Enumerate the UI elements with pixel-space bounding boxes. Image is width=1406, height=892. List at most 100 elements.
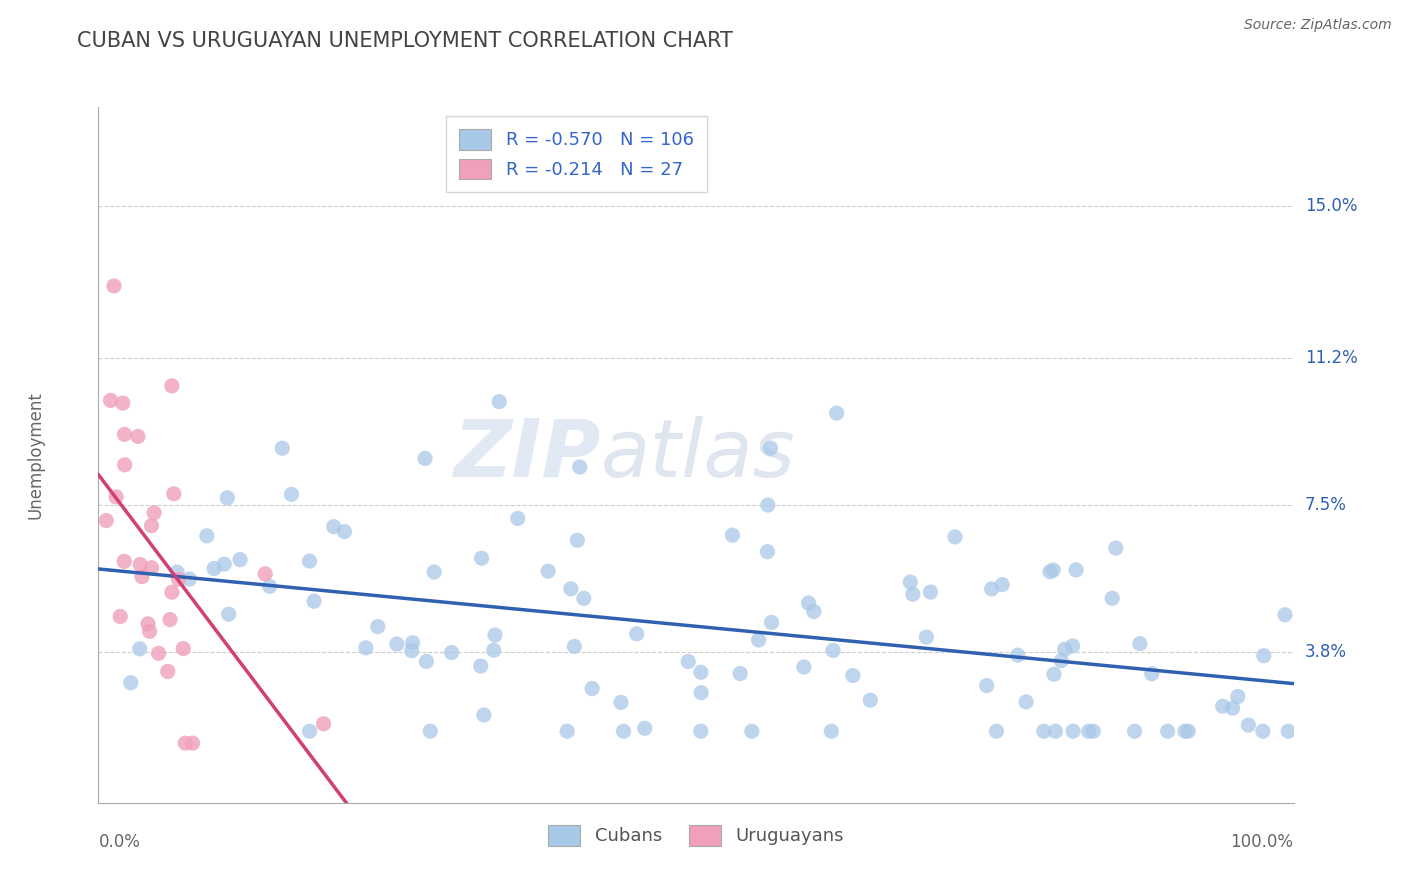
Point bbox=[100, 393, 122, 408]
Point bbox=[160, 585, 183, 599]
Point bbox=[166, 565, 188, 579]
Point bbox=[127, 429, 149, 443]
Point bbox=[1032, 724, 1054, 739]
Point bbox=[1129, 637, 1152, 651]
Point bbox=[842, 668, 865, 682]
Point bbox=[254, 566, 277, 581]
Point bbox=[821, 643, 844, 657]
Point bbox=[564, 640, 586, 654]
Point bbox=[322, 519, 344, 533]
Point bbox=[96, 514, 118, 528]
Point bbox=[103, 279, 125, 293]
Point bbox=[728, 666, 751, 681]
Point bbox=[470, 659, 492, 673]
Point bbox=[759, 441, 782, 455]
Point bbox=[367, 620, 389, 634]
Text: 15.0%: 15.0% bbox=[1305, 197, 1357, 216]
Point bbox=[560, 582, 582, 596]
Point bbox=[1253, 648, 1275, 663]
Point bbox=[1123, 724, 1146, 739]
Point bbox=[111, 396, 134, 410]
Point bbox=[141, 518, 163, 533]
Point bbox=[401, 635, 423, 649]
Text: 0.0%: 0.0% bbox=[98, 833, 141, 851]
Point bbox=[415, 655, 437, 669]
Point bbox=[1053, 642, 1076, 657]
Point bbox=[484, 628, 506, 642]
Point bbox=[797, 596, 820, 610]
Point bbox=[488, 394, 510, 409]
Point bbox=[195, 529, 218, 543]
Point bbox=[572, 591, 595, 606]
Point bbox=[1212, 699, 1234, 714]
Point bbox=[181, 736, 204, 750]
Point bbox=[440, 646, 463, 660]
Point bbox=[689, 724, 711, 739]
Point bbox=[1226, 690, 1249, 704]
Point bbox=[114, 427, 136, 442]
Point bbox=[112, 554, 135, 568]
Point bbox=[259, 579, 281, 593]
Point bbox=[943, 530, 966, 544]
Point bbox=[141, 561, 163, 575]
Point bbox=[581, 681, 603, 696]
Point bbox=[280, 487, 302, 501]
Point bbox=[1043, 667, 1066, 681]
Point bbox=[129, 558, 152, 572]
Point bbox=[159, 613, 181, 627]
Point bbox=[803, 605, 825, 619]
Text: 100.0%: 100.0% bbox=[1230, 833, 1294, 851]
Point bbox=[1222, 701, 1244, 715]
Point bbox=[482, 643, 505, 657]
Point bbox=[748, 632, 770, 647]
Point bbox=[114, 458, 136, 472]
Point bbox=[1140, 666, 1163, 681]
Point bbox=[1015, 695, 1038, 709]
Point bbox=[229, 552, 252, 566]
Point bbox=[354, 640, 377, 655]
Point bbox=[1039, 565, 1062, 579]
Text: 7.5%: 7.5% bbox=[1305, 496, 1347, 514]
Point bbox=[825, 406, 848, 420]
Point bbox=[472, 708, 495, 723]
Point bbox=[419, 724, 441, 739]
Point bbox=[568, 460, 591, 475]
Point bbox=[110, 609, 132, 624]
Point bbox=[756, 498, 779, 512]
Point bbox=[1177, 724, 1199, 739]
Point bbox=[920, 585, 942, 599]
Point bbox=[506, 511, 529, 525]
Point bbox=[298, 724, 321, 739]
Point bbox=[976, 679, 998, 693]
Point bbox=[401, 644, 423, 658]
Point bbox=[143, 506, 166, 520]
Point bbox=[1251, 724, 1274, 739]
Text: Source: ZipAtlas.com: Source: ZipAtlas.com bbox=[1244, 18, 1392, 32]
Text: atlas: atlas bbox=[600, 416, 796, 494]
Point bbox=[898, 575, 921, 590]
Point bbox=[212, 557, 235, 571]
Point bbox=[312, 716, 335, 731]
Point bbox=[676, 655, 699, 669]
Point bbox=[1064, 563, 1087, 577]
Point bbox=[385, 637, 408, 651]
Point bbox=[859, 693, 882, 707]
Point bbox=[1083, 724, 1105, 739]
Text: 11.2%: 11.2% bbox=[1305, 349, 1357, 367]
Point bbox=[1101, 591, 1123, 606]
Point bbox=[1077, 724, 1099, 739]
Text: 3.8%: 3.8% bbox=[1305, 643, 1347, 661]
Point bbox=[537, 564, 560, 578]
Point bbox=[156, 665, 179, 679]
Point bbox=[217, 491, 239, 505]
Point bbox=[1062, 639, 1084, 653]
Point bbox=[218, 607, 240, 622]
Point bbox=[302, 594, 325, 608]
Point bbox=[167, 572, 190, 586]
Point bbox=[174, 736, 197, 750]
Point bbox=[1050, 654, 1073, 668]
Point bbox=[634, 721, 657, 735]
Point bbox=[756, 544, 779, 558]
Point bbox=[901, 587, 924, 601]
Point bbox=[986, 724, 1008, 739]
